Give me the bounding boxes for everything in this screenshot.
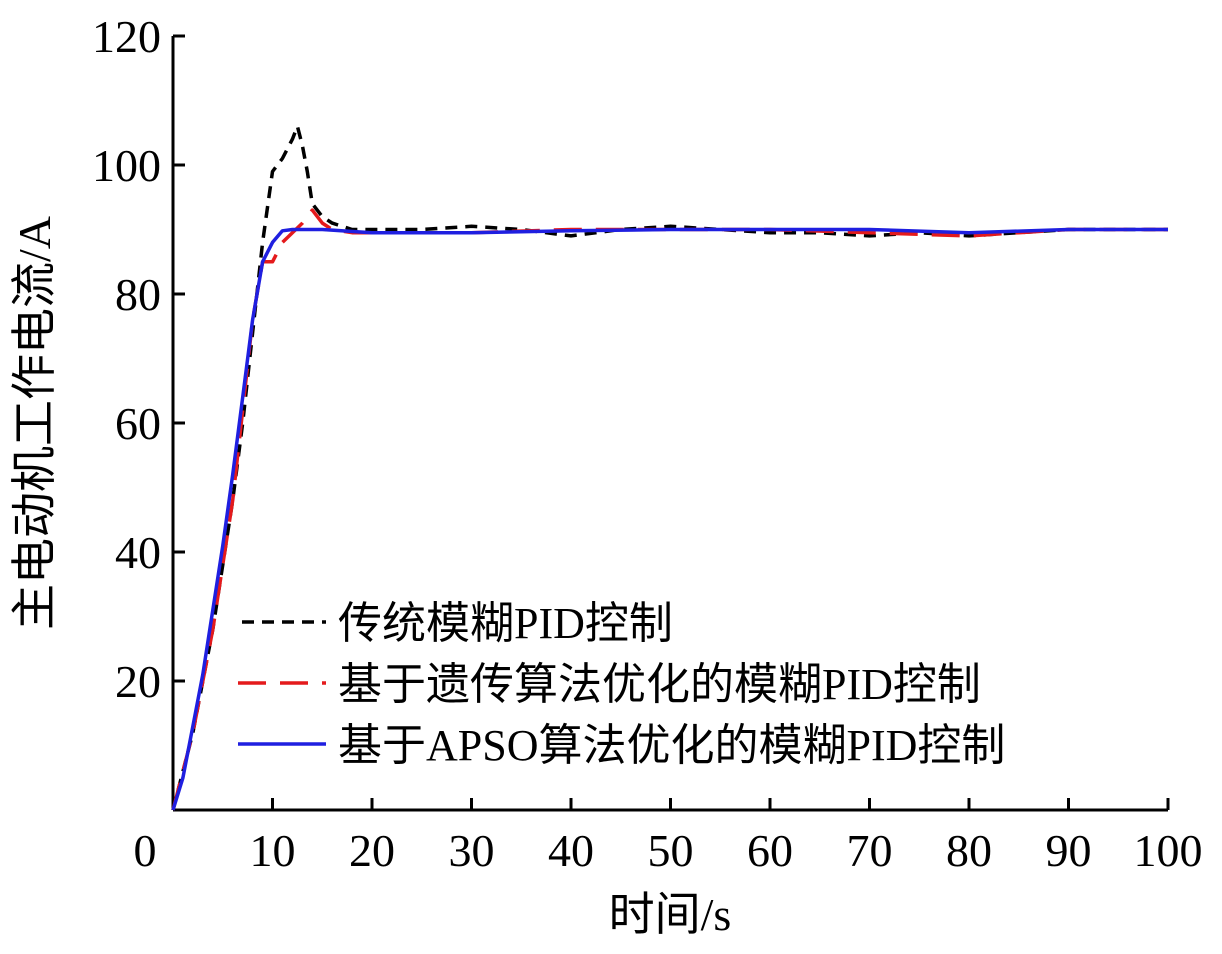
- legend-label-traditional: 传统模糊PID控制: [338, 599, 673, 648]
- x-tick-label: 20: [349, 825, 395, 876]
- x-tick-label: 80: [946, 825, 992, 876]
- x-ticks: 10 20 30 40 50 60 70 80 90 100: [250, 798, 1203, 876]
- y-tick-label: 40: [115, 527, 161, 578]
- x-axis-title: 时间/s: [609, 889, 732, 940]
- legend-item-traditional: 传统模糊PID控制: [242, 599, 673, 648]
- legend: 传统模糊PID控制 基于遗传算法优化的模糊PID控制 基于APSO算法优化的模糊…: [238, 599, 1005, 770]
- x-tick-label-0: 0: [134, 825, 157, 876]
- y-tick-label: 120: [92, 11, 161, 62]
- x-tick-label: 30: [449, 825, 495, 876]
- y-axis-title: 主电动机工作电流/A: [9, 216, 60, 630]
- y-tick-label: 100: [92, 140, 161, 191]
- series-apso-line: [171, 227, 1168, 811]
- x-tick-label: 40: [548, 825, 594, 876]
- x-tick-label: 10: [250, 825, 296, 876]
- y-tick-label: 20: [115, 656, 161, 707]
- x-tick-label: 100: [1134, 825, 1203, 876]
- x-tick-label: 90: [1046, 825, 1092, 876]
- legend-item-genetic: 基于遗传算法优化的模糊PID控制: [238, 660, 981, 709]
- series-genetic-line: [171, 208, 1168, 811]
- y-ticks: 20 40 60 80 100 120: [92, 11, 185, 707]
- legend-item-apso: 基于APSO算法优化的模糊PID控制: [238, 721, 1005, 770]
- x-tick-label: 70: [847, 825, 893, 876]
- legend-label-genetic: 基于遗传算法优化的模糊PID控制: [338, 660, 981, 709]
- series-layer: [171, 124, 1168, 811]
- legend-label-apso: 基于APSO算法优化的模糊PID控制: [338, 721, 1005, 770]
- x-tick-label: 50: [648, 825, 694, 876]
- y-tick-label: 60: [115, 398, 161, 449]
- x-tick-label: 60: [747, 825, 793, 876]
- y-tick-label: 80: [115, 269, 161, 320]
